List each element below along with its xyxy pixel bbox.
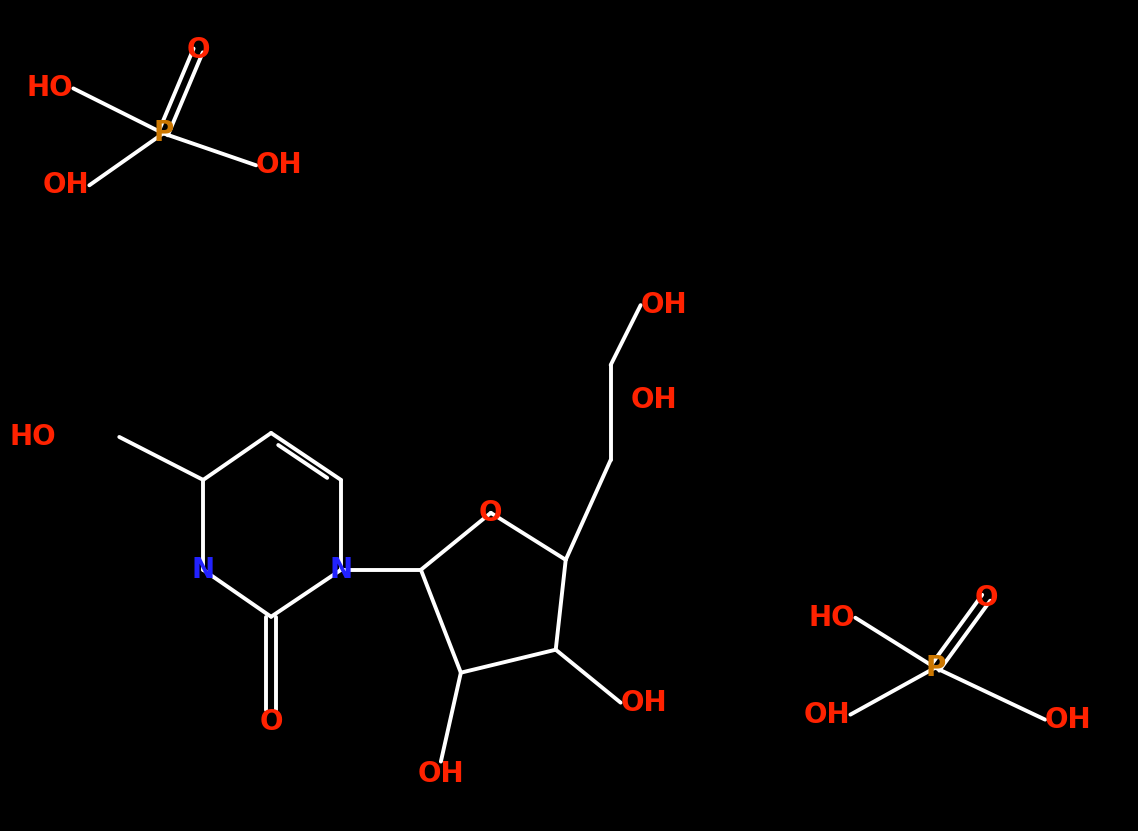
Text: OH: OH xyxy=(641,291,687,319)
Text: O: O xyxy=(974,583,998,612)
Text: O: O xyxy=(187,37,209,65)
Text: P: P xyxy=(925,654,946,681)
Text: OH: OH xyxy=(630,386,677,414)
Text: OH: OH xyxy=(256,151,303,179)
Text: HO: HO xyxy=(26,75,73,102)
Text: P: P xyxy=(154,120,173,147)
Text: OH: OH xyxy=(620,689,667,716)
Text: OH: OH xyxy=(803,701,850,729)
Text: HO: HO xyxy=(809,604,856,632)
Text: HO: HO xyxy=(10,423,57,451)
Text: OH: OH xyxy=(43,171,89,199)
Text: OH: OH xyxy=(418,760,464,788)
Text: OH: OH xyxy=(1045,706,1091,734)
Text: N: N xyxy=(329,556,353,584)
Text: N: N xyxy=(191,556,215,584)
Text: O: O xyxy=(259,708,283,735)
Text: O: O xyxy=(479,499,503,527)
